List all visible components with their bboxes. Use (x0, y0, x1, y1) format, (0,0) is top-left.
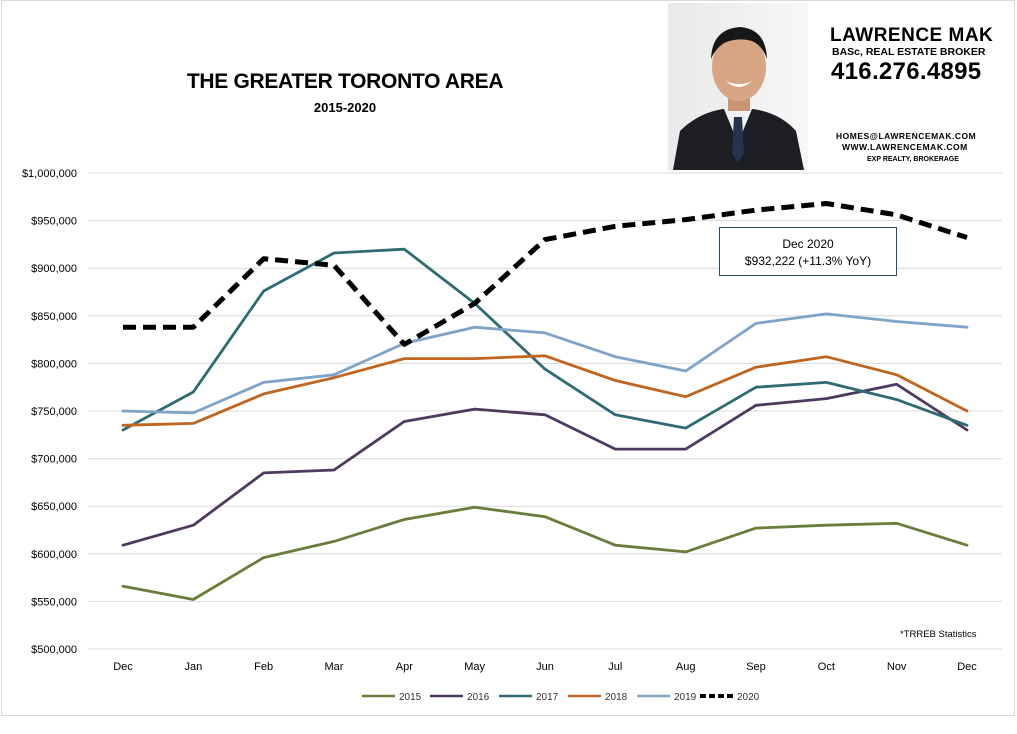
y-tick-label: $550,000 (31, 596, 77, 608)
agent-phone: 416.276.4895 (831, 58, 982, 85)
legend-label-2018: 2018 (605, 692, 628, 703)
agent-credentials: BASc, REAL ESTATE BROKER (832, 46, 986, 58)
agent-name: LAWRENCE MAK (830, 25, 994, 46)
callout-line-1: Dec 2020 (782, 237, 834, 251)
x-tick-label: Apr (396, 661, 413, 673)
series-lines (121, 201, 969, 601)
chart-title: THE GREATER TORONTO AREA (186, 70, 504, 93)
y-axis-ticks: $500,000 $550,000 $600,000 $650,000 $700,000… (22, 168, 77, 656)
callout-line-2: $932,222 (+11.3% YoY) (744, 254, 872, 268)
series-line-2015 (121, 505, 969, 601)
x-tick-label: Dec (113, 661, 133, 673)
annotation-callout: Dec 2020 $932,222 (+11.3% YoY) (719, 227, 897, 276)
agent-brokerage: EXP REALTY, BROKERAGE (867, 156, 959, 163)
agent-photo (668, 3, 808, 170)
legend: 2015 2016 2017 2018 2019 2020 (362, 692, 760, 703)
legend-label-2019: 2019 (674, 692, 697, 703)
series-line-2020 (123, 201, 968, 347)
x-tick-label: Nov (887, 661, 907, 673)
y-tick-label: $900,000 (31, 263, 77, 275)
agent-email: HOMES@LAWRENCEMAK.COM (836, 131, 977, 141)
series-line-2019 (121, 312, 969, 415)
x-tick-label: Oct (818, 661, 835, 673)
y-tick-label: $750,000 (31, 406, 77, 418)
x-tick-label: Feb (254, 661, 273, 673)
y-tick-label: $600,000 (31, 549, 77, 561)
series-line-2017 (121, 247, 969, 432)
x-tick-label: Jul (608, 661, 622, 673)
chart-frame (1, 0, 1015, 716)
y-tick-label: $1,000,000 (22, 168, 77, 180)
legend-label-2017: 2017 (536, 692, 559, 703)
chart-subtitle: 2015-2020 (313, 100, 377, 115)
y-tick-label: $650,000 (31, 501, 77, 513)
x-tick-label: Jan (184, 661, 202, 673)
y-tick-label: $500,000 (31, 644, 77, 656)
x-tick-label: Aug (676, 661, 696, 673)
series-line-2016 (121, 382, 969, 547)
gridlines (88, 172, 1002, 650)
x-axis-ticks: Dec Jan Feb Mar Apr May Jun Jul Aug Sep Oct Nov Dec (113, 661, 977, 673)
x-tick-label: Jun (536, 661, 554, 673)
x-tick-label: Dec (957, 661, 977, 673)
source-note: *TRREB Statistics (900, 629, 977, 640)
series-line-2018 (121, 354, 969, 427)
legend-label-2016: 2016 (467, 692, 490, 703)
legend-label-2020: 2020 (737, 692, 760, 703)
y-tick-label: $800,000 (31, 358, 77, 370)
y-tick-label: $950,000 (31, 216, 77, 228)
x-tick-label: Mar (325, 661, 344, 673)
y-tick-label: $700,000 (31, 454, 77, 466)
x-tick-label: Sep (746, 661, 766, 673)
legend-label-2015: 2015 (399, 692, 422, 703)
x-tick-label: May (464, 661, 485, 673)
y-tick-label: $850,000 (31, 311, 77, 323)
agent-website: WWW.LAWRENCEMAK.COM (842, 142, 968, 152)
